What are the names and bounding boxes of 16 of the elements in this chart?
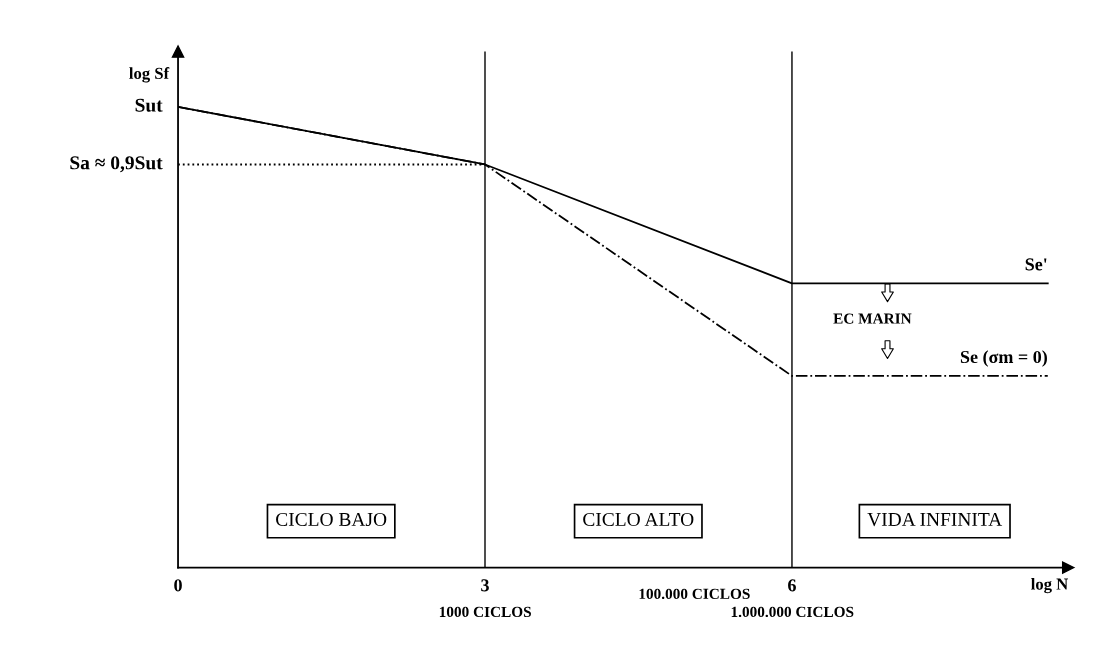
- x-axis-title: log N: [1031, 577, 1069, 594]
- text: 100.000 CICLOS: [639, 588, 750, 600]
- x-tick-label: 3: [481, 579, 489, 592]
- annotation: Sa ≈ 0,9Sut: [70, 156, 163, 173]
- annotation: VIDA INFINITA: [867, 513, 1003, 527]
- annotation: EC MARIN: [833, 313, 912, 324]
- annotation: Sut: [135, 98, 163, 112]
- x-tick-label: 0: [174, 579, 182, 592]
- x-tick-label: 6: [788, 579, 796, 592]
- text: 1000 CICLOS: [439, 606, 531, 618]
- annotation: CICLO ALTO: [583, 512, 694, 527]
- y-axis-title: log Sf: [129, 67, 170, 83]
- series-label: Se (σm = 0): [960, 350, 1047, 367]
- series-label: Se': [1025, 258, 1047, 271]
- annotation: CICLO BAJO: [276, 512, 387, 527]
- text: 1.000.000 CICLOS: [731, 606, 854, 618]
